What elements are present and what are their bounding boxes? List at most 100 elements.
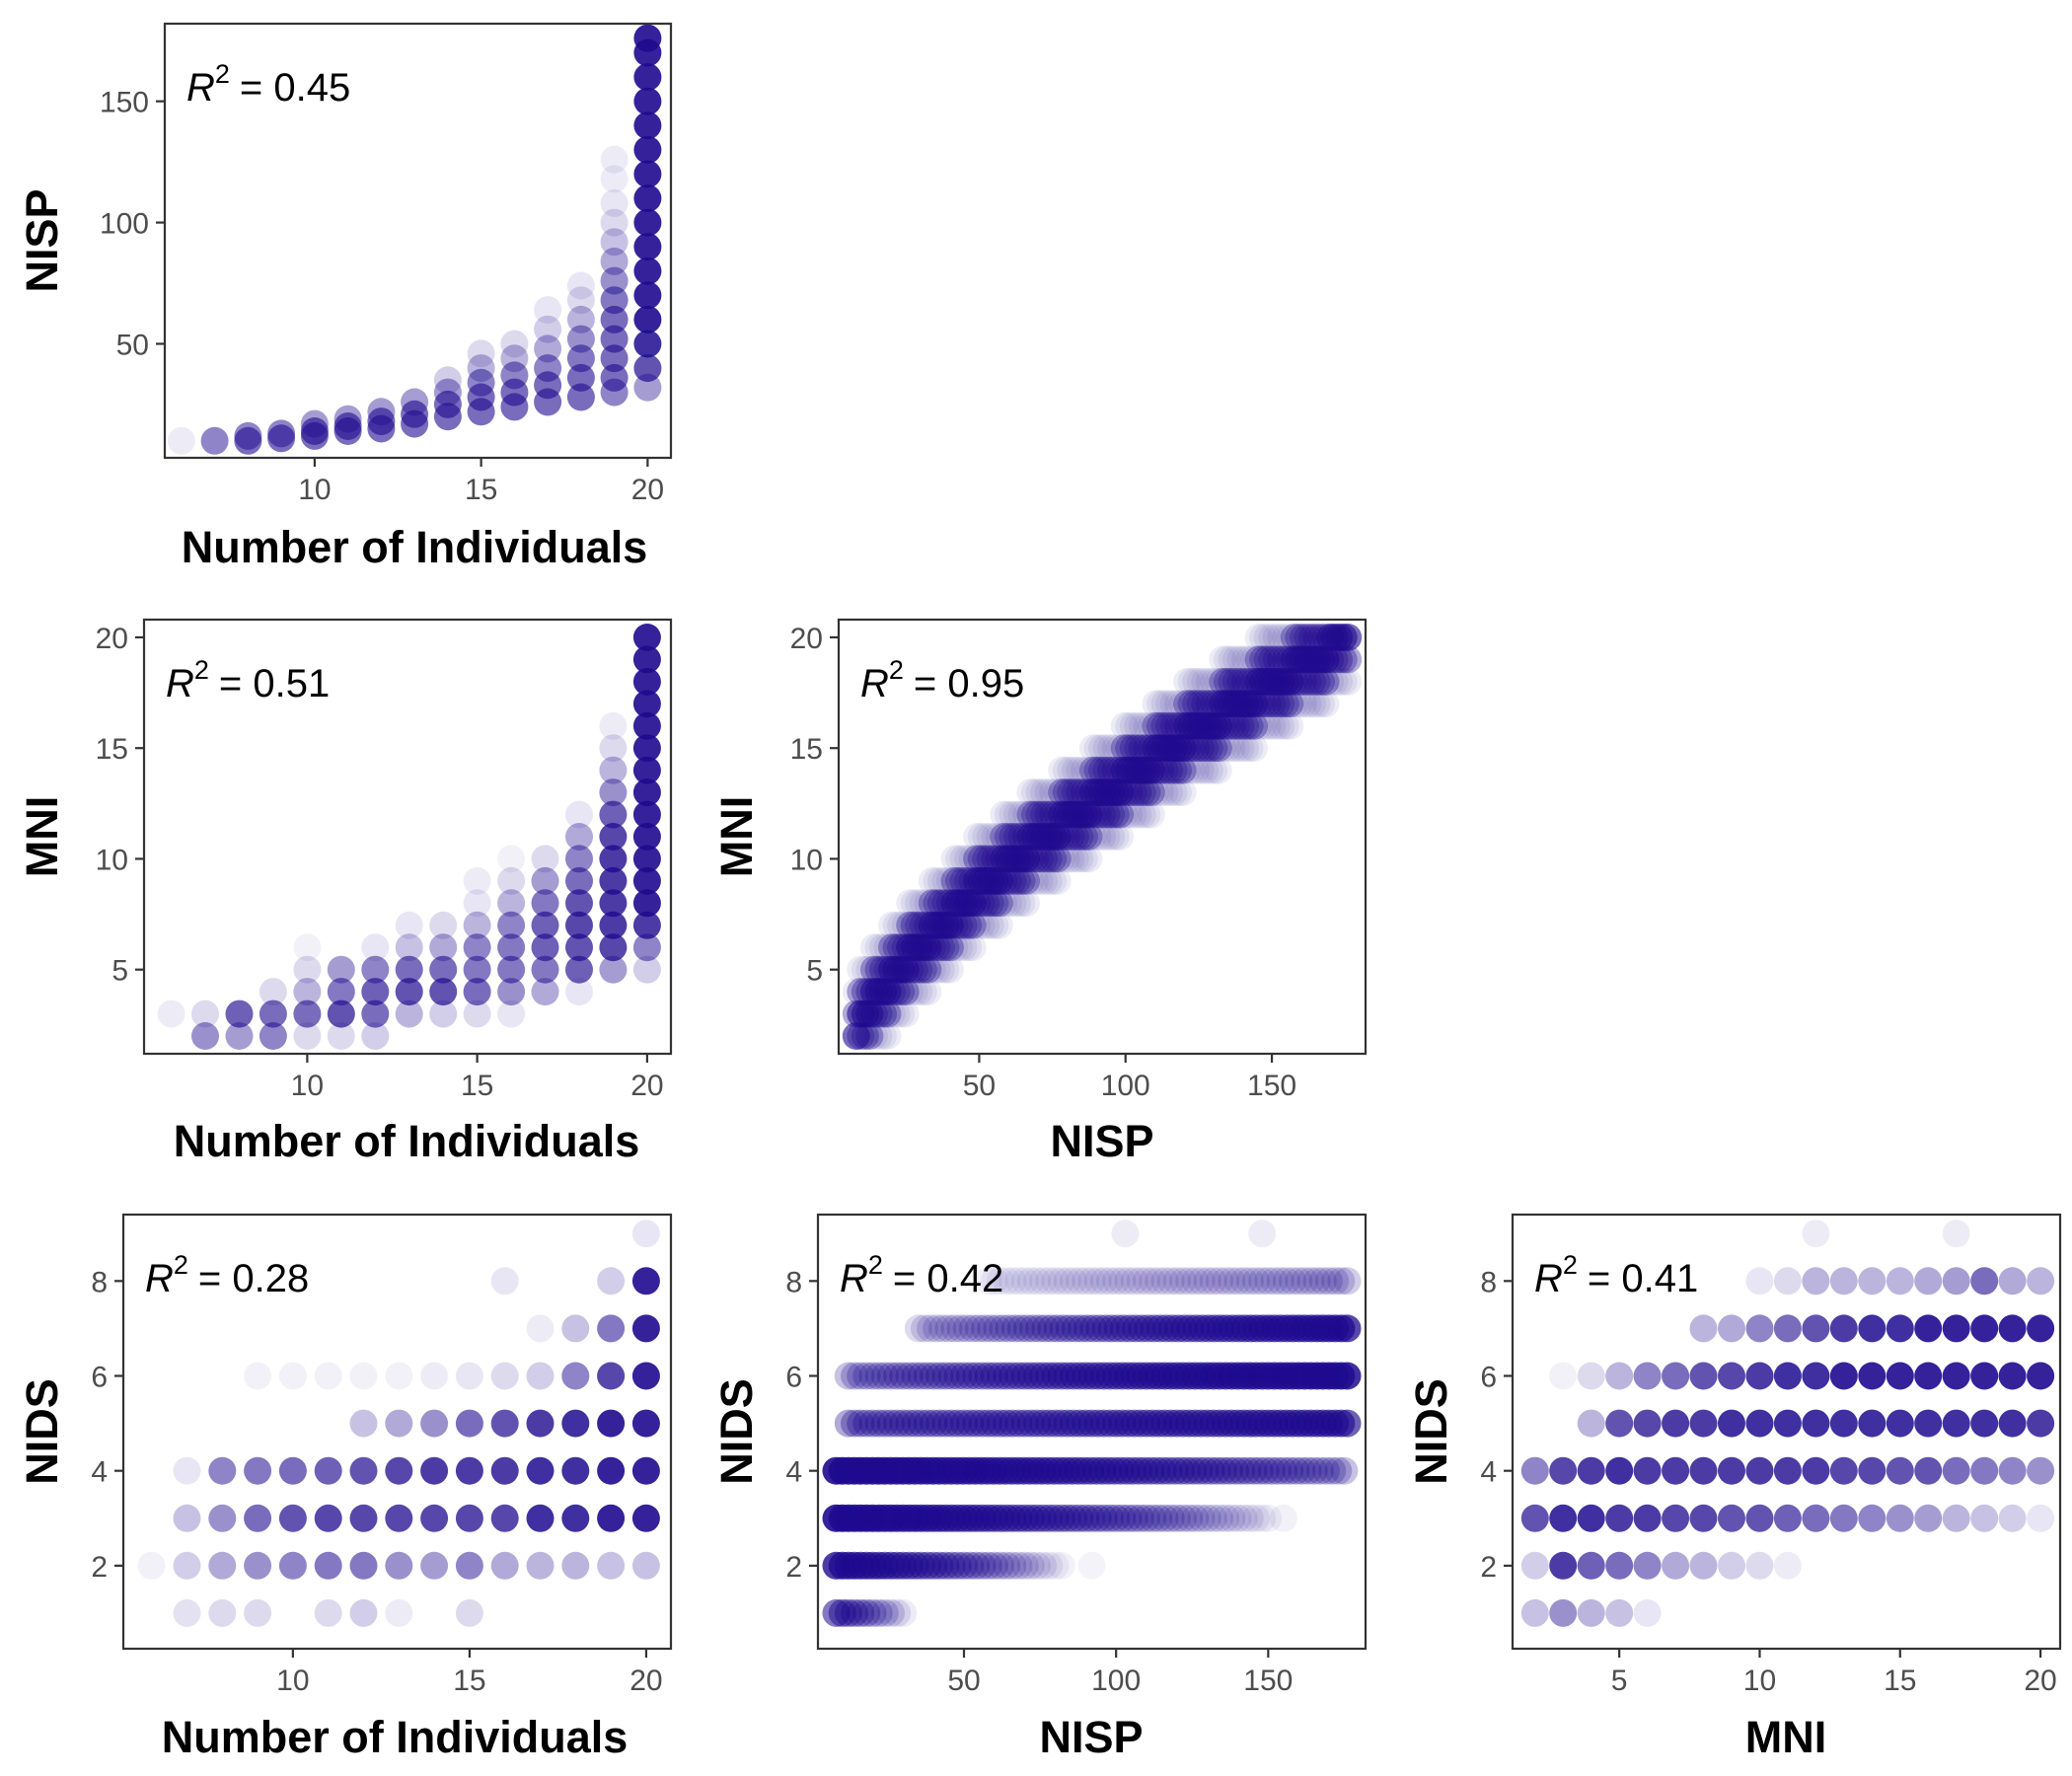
data-point: [1858, 1409, 1887, 1438]
data-point: [1204, 667, 1232, 696]
data-point: [208, 1551, 237, 1580]
data-point: [1324, 1456, 1353, 1485]
data-point: [1142, 711, 1170, 740]
data-point: [1212, 1267, 1240, 1295]
data-point: [858, 1409, 887, 1438]
data-point: [600, 344, 629, 373]
data-point: [1253, 624, 1282, 651]
y-tick-label: 5: [111, 955, 128, 988]
data-point: [1773, 1504, 1802, 1532]
data-point: [1773, 1362, 1802, 1390]
data-point: [1970, 1267, 1999, 1295]
data-point: [1829, 1362, 1858, 1390]
data-point: [2027, 1362, 2055, 1390]
data-point: [1745, 1409, 1774, 1438]
data-point: [600, 208, 629, 237]
data-point: [1079, 1314, 1108, 1343]
data-point: [1223, 1504, 1252, 1532]
data-point: [1197, 1456, 1225, 1485]
x-tick-label: 50: [963, 1070, 996, 1102]
data-point: [887, 999, 916, 1028]
y-tick-label: 20: [790, 623, 823, 655]
y-tick-label: 50: [116, 329, 149, 361]
data-point: [1041, 1504, 1070, 1532]
data-point: [1195, 734, 1223, 763]
data-point: [956, 1551, 985, 1580]
data-point: [597, 1362, 626, 1390]
data-point: [208, 1504, 237, 1532]
data-point: [1137, 711, 1165, 740]
data-point: [455, 1456, 483, 1485]
data-point: [1858, 1504, 1887, 1532]
data-point: [1320, 667, 1349, 696]
data-point: [599, 711, 628, 740]
data-point: [531, 889, 559, 918]
data-point: [314, 1456, 342, 1485]
data-point: [1549, 1362, 1578, 1390]
data-point: [1010, 1551, 1039, 1580]
data-point: [1267, 711, 1295, 740]
data-point: [1177, 690, 1206, 718]
data-point: [1276, 711, 1304, 740]
data-point: [1122, 1314, 1150, 1343]
data-point: [1083, 1504, 1112, 1532]
data-point: [1074, 800, 1103, 829]
data-point: [858, 1598, 887, 1627]
data-point: [455, 1504, 483, 1532]
data-point: [1012, 889, 1040, 918]
data-point: [1126, 1267, 1154, 1295]
data-point: [1327, 1267, 1356, 1295]
data-point: [987, 1362, 1014, 1390]
data-point: [1060, 1267, 1087, 1295]
data-point: [1289, 667, 1317, 696]
data-point: [1070, 756, 1098, 784]
data-point: [1235, 1504, 1264, 1532]
data-point: [1320, 645, 1349, 674]
data-point: [945, 911, 973, 939]
data-point: [1718, 1409, 1745, 1438]
points-p5: [822, 1220, 1362, 1627]
data-point: [497, 955, 526, 984]
data-point: [632, 778, 661, 807]
data-point: [1662, 1409, 1690, 1438]
data-point: [968, 1551, 997, 1580]
data-point: [633, 233, 662, 261]
data-point: [963, 889, 992, 918]
data-point: [531, 933, 559, 962]
data-point: [923, 1314, 951, 1343]
data-point: [349, 1504, 378, 1532]
y-tick-label: 6: [785, 1361, 802, 1393]
data-point: [1101, 800, 1130, 829]
data-point: [420, 1362, 449, 1390]
data-point: [958, 1314, 987, 1343]
data-point: [1133, 800, 1161, 829]
data-point: [244, 1551, 272, 1580]
data-point: [967, 845, 996, 873]
data-point: [565, 845, 593, 873]
data-point: [1858, 1362, 1887, 1390]
data-point: [923, 933, 951, 962]
data-point: [1226, 645, 1255, 674]
data-point: [1066, 756, 1094, 784]
data-point: [534, 354, 562, 383]
data-point: [920, 1551, 948, 1580]
data-point: [531, 911, 559, 939]
data-point: [1662, 1362, 1690, 1390]
data-point: [877, 1362, 905, 1390]
data-point: [1029, 1267, 1058, 1295]
data-point: [987, 1267, 1014, 1295]
data-point: [891, 955, 920, 984]
data-point: [1302, 1267, 1331, 1295]
data-point: [632, 734, 661, 763]
data-point: [1773, 1409, 1802, 1438]
data-point: [925, 1362, 954, 1390]
data-point: [361, 1022, 390, 1050]
data-point: [1249, 624, 1278, 651]
data-point: [1053, 1409, 1081, 1438]
data-point: [1253, 690, 1282, 718]
data-point: [497, 999, 526, 1028]
data-point: [1181, 1267, 1210, 1295]
data-point: [1662, 1504, 1690, 1532]
data-point: [561, 1504, 590, 1532]
data-point: [455, 1598, 483, 1627]
